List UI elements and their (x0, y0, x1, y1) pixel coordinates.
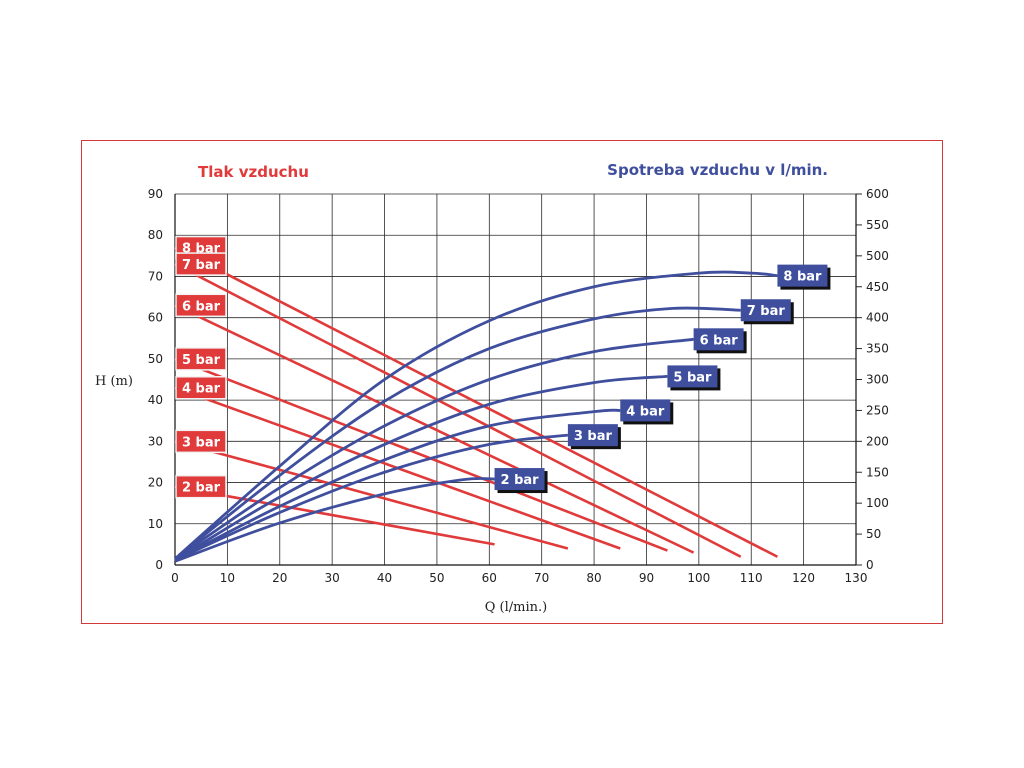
x-tick-label: 10 (220, 571, 235, 585)
y-tick-label: 60 (148, 311, 163, 325)
air-tag-label: 8 bar (783, 270, 822, 285)
head-tag-box (175, 293, 227, 318)
head-tag-box (175, 347, 227, 371)
air-tag-box (667, 365, 718, 388)
air-series-lines (174, 270, 778, 563)
air-tag-label: 2 bar (501, 473, 540, 488)
y-tick-label: 40 (148, 393, 163, 407)
head-tag-box (175, 252, 227, 276)
air-tag-box (567, 424, 618, 447)
air-tag-label: 6 bar (700, 333, 739, 348)
y-tick-label: 50 (148, 352, 163, 366)
air-line-8-bar (174, 270, 778, 560)
head-tag-label: 5 bar (182, 353, 221, 368)
y2-tick-label: 450 (866, 280, 889, 294)
x-tick-label: 0 (171, 571, 179, 585)
air-tag-5-bar: 5 bar (667, 365, 721, 391)
head-tag-label: 3 bar (182, 435, 221, 450)
air-tag-label: 3 bar (574, 429, 613, 444)
x-tick-label: 80 (586, 571, 601, 585)
air-tag-7-bar: 7 bar (740, 299, 794, 325)
head-tag-label: 2 bar (182, 481, 221, 496)
y-tick-label: 70 (148, 269, 163, 283)
air-line-6-bar (174, 337, 694, 560)
y-tick-label: 0 (155, 558, 163, 572)
head-tag-label: 6 bar (182, 299, 221, 314)
head-tag-2-bar: 2 bar (175, 474, 227, 499)
head-line-8-bar (174, 246, 779, 558)
x-tick-label: 50 (429, 571, 444, 585)
y2-tick-label: 500 (866, 249, 889, 263)
x-tick-labels: 0 10 20 30 40 50 60 70 80 90 100 110 120 130 (171, 571, 867, 585)
y2-tick-labels: 0 50 100 150 200 250 300 350 400 450 500 550 600 (866, 187, 889, 572)
y-axis-title: H (m) (95, 374, 133, 389)
x-tick-label: 40 (377, 571, 392, 585)
head-tag-4-bar: 4 bar (175, 375, 227, 400)
air-tag-box (620, 399, 671, 422)
head-tag-label: 7 bar (182, 258, 221, 273)
y2-tick-label: 200 (866, 434, 889, 448)
y2-tick-label: 350 (866, 342, 889, 356)
air-tag-2-bar: 2 bar (494, 468, 548, 494)
head-line-6-bar (174, 304, 695, 554)
air-tag-label: 4 bar (626, 404, 665, 419)
head-series-lines (174, 246, 779, 558)
head-tag-box (175, 375, 227, 400)
air-tag-box (693, 328, 744, 351)
x-tick-label: 110 (740, 571, 763, 585)
y-tick-label: 90 (148, 187, 163, 201)
x-tick-label: 60 (482, 571, 497, 585)
axes (174, 193, 862, 566)
x-tick-label: 120 (792, 571, 815, 585)
head-tag-3-bar: 3 bar (175, 429, 227, 454)
air-tag-4-bar: 4 bar (620, 399, 674, 425)
y2-tick-label: 150 (866, 465, 889, 479)
pump-performance-chart: 0 10 20 30 40 50 60 70 80 90 100 110 120 130 0 10 20 30 4… (95, 161, 889, 615)
y-tick-label: 10 (148, 517, 163, 531)
y2-tick-label: 50 (866, 527, 881, 541)
air-tag-3-bar: 3 bar (567, 424, 621, 450)
y2-tick-label: 300 (866, 373, 889, 387)
air-line-4-bar (174, 408, 621, 562)
air-tag-8-bar: 8 bar (777, 264, 831, 290)
air-line-7-bar (174, 306, 741, 560)
y2-tick-label: 600 (866, 187, 889, 201)
x-tick-label: 100 (687, 571, 710, 585)
head-tag-label: 4 bar (182, 382, 221, 397)
y-tick-label: 20 (148, 476, 163, 490)
y2-tick-label: 100 (866, 496, 889, 510)
air-line-2-bar (174, 477, 495, 563)
x-tick-label: 130 (845, 571, 868, 585)
chart-frame: 0 10 20 30 40 50 60 70 80 90 100 110 120 130 0 10 20 30 4… (81, 140, 943, 624)
x-tick-label: 20 (272, 571, 287, 585)
y2-tick-label: 400 (866, 311, 889, 325)
y-tick-label: 30 (148, 434, 163, 448)
air-tag-label: 7 bar (747, 304, 786, 319)
y-tick-label: 80 (148, 228, 163, 242)
y2-tick-label: 0 (866, 558, 874, 572)
x-tick-label: 70 (534, 571, 549, 585)
air-line-3-bar (174, 433, 569, 562)
x-tick-label: 30 (325, 571, 340, 585)
air-tag-6-bar: 6 bar (693, 328, 747, 354)
air-line-5-bar (174, 375, 668, 562)
head-line-7-bar (174, 262, 742, 558)
y-tick-labels: 0 10 20 30 40 50 60 70 80 90 (148, 187, 163, 572)
y2-tick-label: 250 (866, 403, 889, 417)
left-heading: Tlak vzduchu (198, 163, 309, 181)
x-tick-label: 90 (639, 571, 654, 585)
head-tag-box (175, 474, 227, 499)
head-tag-box (175, 429, 227, 454)
x-axis-title: Q (l/min.) (485, 600, 547, 615)
head-tag-6-bar: 6 bar (175, 293, 227, 318)
air-tag-box (777, 264, 828, 287)
right-heading: Spotreba vzduchu v l/min. (607, 161, 828, 179)
head-tag-7-bar: 7 bar (175, 252, 227, 276)
y2-tick-label: 550 (866, 218, 889, 232)
air-tag-label: 5 bar (673, 370, 712, 385)
air-tag-box (494, 468, 545, 491)
air-tag-box (740, 299, 791, 322)
head-tag-5-bar: 5 bar (175, 347, 227, 371)
